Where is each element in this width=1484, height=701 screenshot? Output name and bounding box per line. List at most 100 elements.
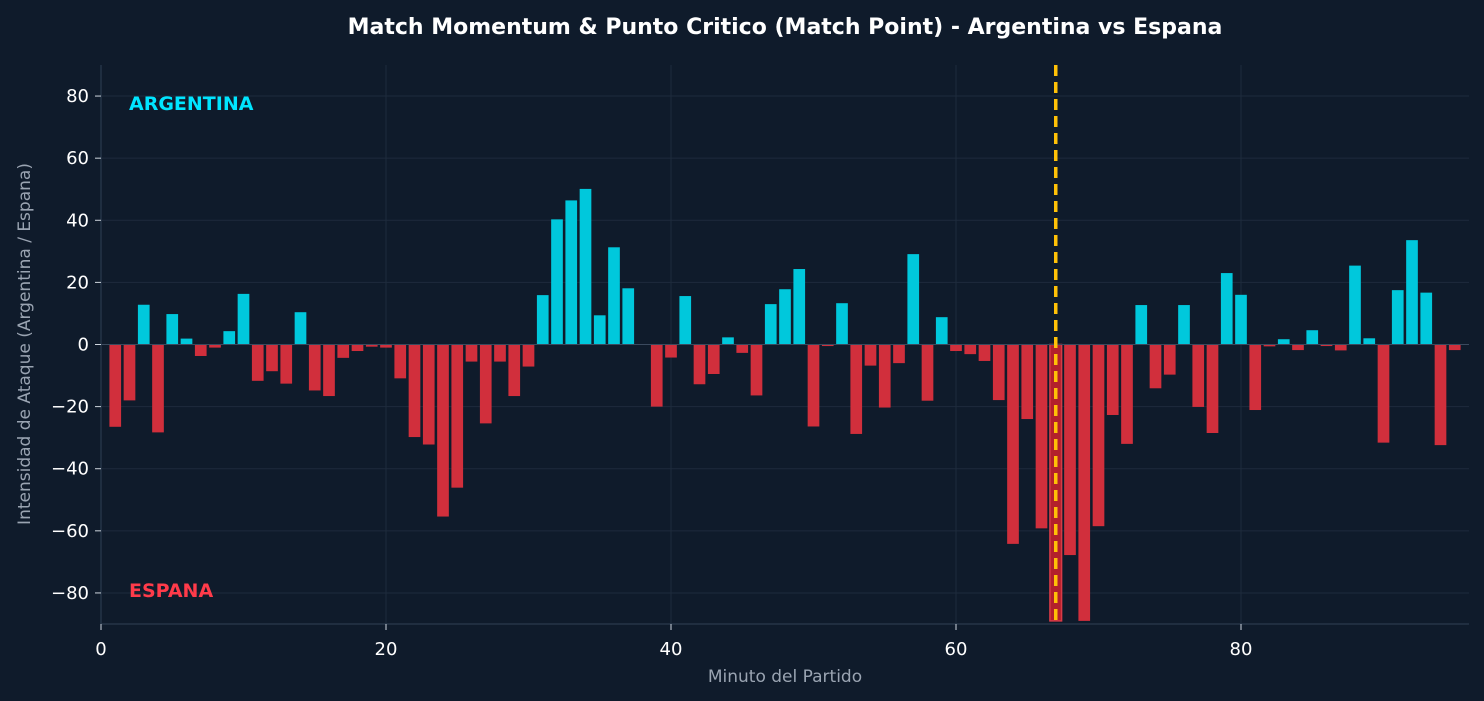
- espana-bar: [1292, 344, 1304, 351]
- argentina-bar: [551, 219, 563, 345]
- espana-bar: [1263, 344, 1276, 347]
- espana-bar: [921, 344, 934, 401]
- argentina-bar: [1306, 330, 1319, 345]
- espana-bar: [807, 344, 820, 427]
- espana-bar: [194, 344, 207, 356]
- y-tick-label: −80: [51, 583, 89, 604]
- espana-bar: [1377, 344, 1390, 443]
- espana-bar: [152, 344, 164, 433]
- espana-bar: [479, 344, 492, 424]
- espana-bar: [1206, 344, 1219, 434]
- y-tick-label: 40: [66, 210, 89, 231]
- espana-bar: [266, 344, 278, 372]
- argentina-bar: [907, 254, 920, 345]
- espana-bar: [209, 344, 221, 348]
- espana-bar: [1249, 344, 1262, 411]
- argentina-bar: [237, 293, 250, 345]
- argentina-bar: [1235, 294, 1247, 345]
- espana-bar: [978, 344, 991, 361]
- espana-bar: [750, 344, 763, 396]
- espana-bar: [522, 344, 535, 367]
- espana-bar: [736, 344, 749, 353]
- espana-bar: [1163, 344, 1176, 375]
- y-tick-label: 0: [78, 335, 89, 356]
- espana-bar: [109, 344, 122, 427]
- x-tick-label: 0: [95, 639, 106, 660]
- espana-bar: [1064, 344, 1076, 556]
- argentina-bar: [1277, 339, 1290, 345]
- espana-bar: [650, 344, 663, 407]
- espana-bar: [308, 344, 321, 391]
- espana-bar: [964, 344, 977, 355]
- argentina-label: ARGENTINA: [129, 93, 254, 115]
- argentina-bar: [294, 312, 307, 345]
- x-tick-label: 40: [660, 639, 683, 660]
- espana-bar: [408, 344, 421, 438]
- espana-bar: [1078, 344, 1091, 621]
- argentina-bar: [836, 303, 848, 345]
- y-axis-label: Intensidad de Ataque (Argentina / Espana…: [15, 163, 35, 525]
- argentina-bar: [565, 200, 578, 345]
- espana-bar: [394, 344, 407, 379]
- argentina-bar: [1135, 305, 1148, 345]
- espana-bar: [1106, 344, 1119, 415]
- y-tick-label: −20: [51, 397, 89, 418]
- espana-bar: [1121, 344, 1133, 444]
- argentina-bar: [622, 288, 635, 345]
- argentina-bar: [1349, 265, 1361, 345]
- argentina-bar: [1220, 273, 1233, 345]
- espana-bar: [365, 344, 378, 347]
- espana-bar: [1092, 344, 1105, 527]
- espana-bar: [1320, 344, 1333, 347]
- argentina-bar: [779, 289, 791, 345]
- argentina-bar: [1178, 305, 1190, 345]
- espana-bar: [1192, 344, 1205, 407]
- argentina-bar: [137, 304, 150, 345]
- y-tick-label: −60: [51, 521, 89, 542]
- espana-bar: [1149, 344, 1162, 389]
- argentina-bar: [1420, 292, 1433, 345]
- argentina-bar: [593, 315, 606, 345]
- espana-bar: [1334, 344, 1347, 351]
- x-axis-label: Minuto del Partido: [708, 667, 862, 687]
- espana-bar: [1007, 344, 1019, 544]
- argentina-bar: [180, 338, 193, 345]
- chart-title: Match Momentum & Punto Critico (Match Po…: [348, 15, 1223, 40]
- espana-bar: [323, 344, 335, 397]
- espana-bar: [451, 344, 464, 488]
- argentina-bar: [1363, 338, 1376, 345]
- x-tick-label: 20: [375, 639, 398, 660]
- espana-bar: [251, 344, 264, 381]
- espana-bar: [1021, 344, 1034, 420]
- espana-bar: [337, 344, 350, 358]
- argentina-bar: [935, 317, 948, 345]
- espana-label: ESPANA: [129, 580, 213, 602]
- argentina-bar: [579, 188, 592, 345]
- espana-bar: [950, 344, 962, 352]
- espana-bar: [437, 344, 449, 517]
- argentina-bar: [536, 295, 549, 345]
- espana-bar: [1434, 344, 1447, 446]
- espana-bar: [508, 344, 521, 397]
- espana-bar: [1035, 344, 1048, 529]
- espana-bar: [864, 344, 877, 366]
- espana-bar: [821, 344, 834, 347]
- espana-bar: [893, 344, 905, 364]
- argentina-bar: [608, 247, 620, 345]
- espana-bar: [494, 344, 506, 362]
- argentina-bar: [1406, 240, 1418, 345]
- y-tick-label: 80: [66, 86, 89, 107]
- y-tick-label: 60: [66, 148, 89, 169]
- y-tick-label: 20: [66, 272, 89, 293]
- espana-bar: [878, 344, 891, 408]
- argentina-bar: [223, 331, 236, 345]
- espana-bar: [123, 344, 136, 401]
- argentina-bar: [1391, 290, 1404, 345]
- argentina-bar: [764, 304, 777, 345]
- espana-bar: [707, 344, 720, 375]
- espana-bar: [422, 344, 435, 445]
- espana-bar: [850, 344, 863, 434]
- espana-bar: [1448, 344, 1461, 351]
